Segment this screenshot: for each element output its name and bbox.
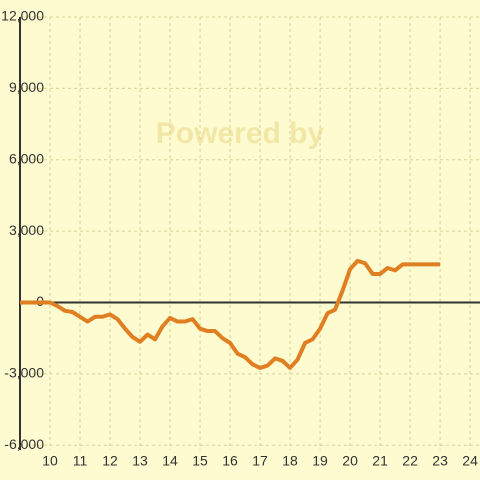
x-tick-label: 22 xyxy=(402,453,418,469)
x-tick-label: 14 xyxy=(162,453,178,469)
x-tick-label: 16 xyxy=(222,453,238,469)
x-tick-label: 15 xyxy=(192,453,208,469)
x-tick-label: 17 xyxy=(252,453,268,469)
x-tick-label: 24 xyxy=(462,453,478,469)
x-tick-label: 13 xyxy=(132,453,148,469)
x-tick-label: 11 xyxy=(73,453,88,469)
y-tick-label: 9,000 xyxy=(9,79,44,95)
x-tick-label: 12 xyxy=(102,453,118,469)
y-tick-label: -6,000 xyxy=(4,436,44,452)
y-tick-label: 12,000 xyxy=(1,8,44,24)
x-tick-label: 21 xyxy=(372,453,388,469)
y-tick-label: -3,000 xyxy=(4,365,44,381)
line xyxy=(20,258,441,370)
watermark: Powered by xyxy=(156,117,325,150)
x-tick-label: 18 xyxy=(282,453,298,469)
y-tick-label: 6,000 xyxy=(9,150,44,166)
x-tick-label: 10 xyxy=(42,453,58,469)
x-tick-label: 19 xyxy=(312,453,328,469)
x-tick-label: 23 xyxy=(432,453,448,469)
y-tick-label: 3,000 xyxy=(9,222,44,238)
x-tick-label: 20 xyxy=(342,453,358,469)
